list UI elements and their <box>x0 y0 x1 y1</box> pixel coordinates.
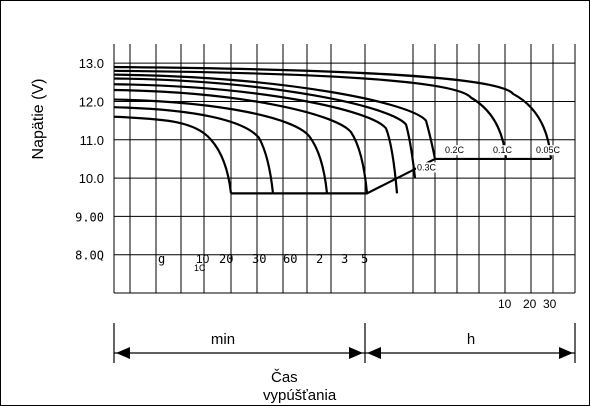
y-tick-label: 10.0 <box>79 171 104 186</box>
arrowhead-right <box>559 347 573 359</box>
arrowhead-mid-left <box>349 347 363 359</box>
y-tick-label: 11.0 <box>80 133 104 148</box>
x-tick-label: 3 <box>341 252 348 266</box>
x-tick-sub-label: 1C <box>194 263 206 273</box>
series-label-bg <box>416 162 439 173</box>
series-label-bg <box>535 145 563 156</box>
y-axis-label: Napätie (V) <box>30 79 47 160</box>
y-tick-label: 13.0 <box>79 56 104 71</box>
x-tick-label: 20 <box>523 297 537 311</box>
x-axis-label-line2: vypúšťania <box>263 387 337 404</box>
y-tick-label: 9.00 <box>75 210 104 224</box>
series-label: 0.2C <box>445 145 465 155</box>
arrowhead-left <box>116 347 130 359</box>
discharge-curve-series-4 <box>113 83 399 194</box>
discharge-curve-0.1C <box>113 69 508 160</box>
discharge-curve-0.3C <box>113 77 417 179</box>
series-label: 0.1C <box>493 145 513 155</box>
series-label-bg <box>492 145 515 156</box>
x-tick-label: 10 <box>196 252 210 266</box>
series-label: 0.3C <box>417 162 437 172</box>
x-tick-label: 30 <box>252 252 266 266</box>
series-label: 0.05C <box>536 145 561 155</box>
x-tick-label: 5 <box>361 252 368 266</box>
series-label-bg <box>444 145 467 156</box>
x-tick-label: g <box>158 252 165 266</box>
x-tick-label: 20 <box>219 252 233 266</box>
x-tick-label: 30 <box>543 297 557 311</box>
x-tick-label: 10 <box>498 297 512 311</box>
discharge-curve-0.05C <box>113 65 553 160</box>
discharge-curve-series-2 <box>113 98 329 194</box>
y-tick-label: 12.0 <box>79 94 104 109</box>
discharge-curve-series-3 <box>113 88 369 194</box>
discharge-curve-1C <box>113 115 233 194</box>
x-tick-label: 2 <box>316 252 323 266</box>
end-voltage-line <box>231 157 551 195</box>
y-tick-label: 8.0Q <box>75 249 104 263</box>
arrowhead-mid-right <box>367 347 381 359</box>
x-tick-label: 60 <box>283 252 297 266</box>
discharge-curve-series-1 <box>113 106 275 194</box>
range-label-min: min <box>211 331 235 348</box>
discharge-curve-0.2C <box>113 73 437 160</box>
range-label-h: h <box>467 331 475 348</box>
x-axis-label-line1: Čas <box>271 369 298 386</box>
